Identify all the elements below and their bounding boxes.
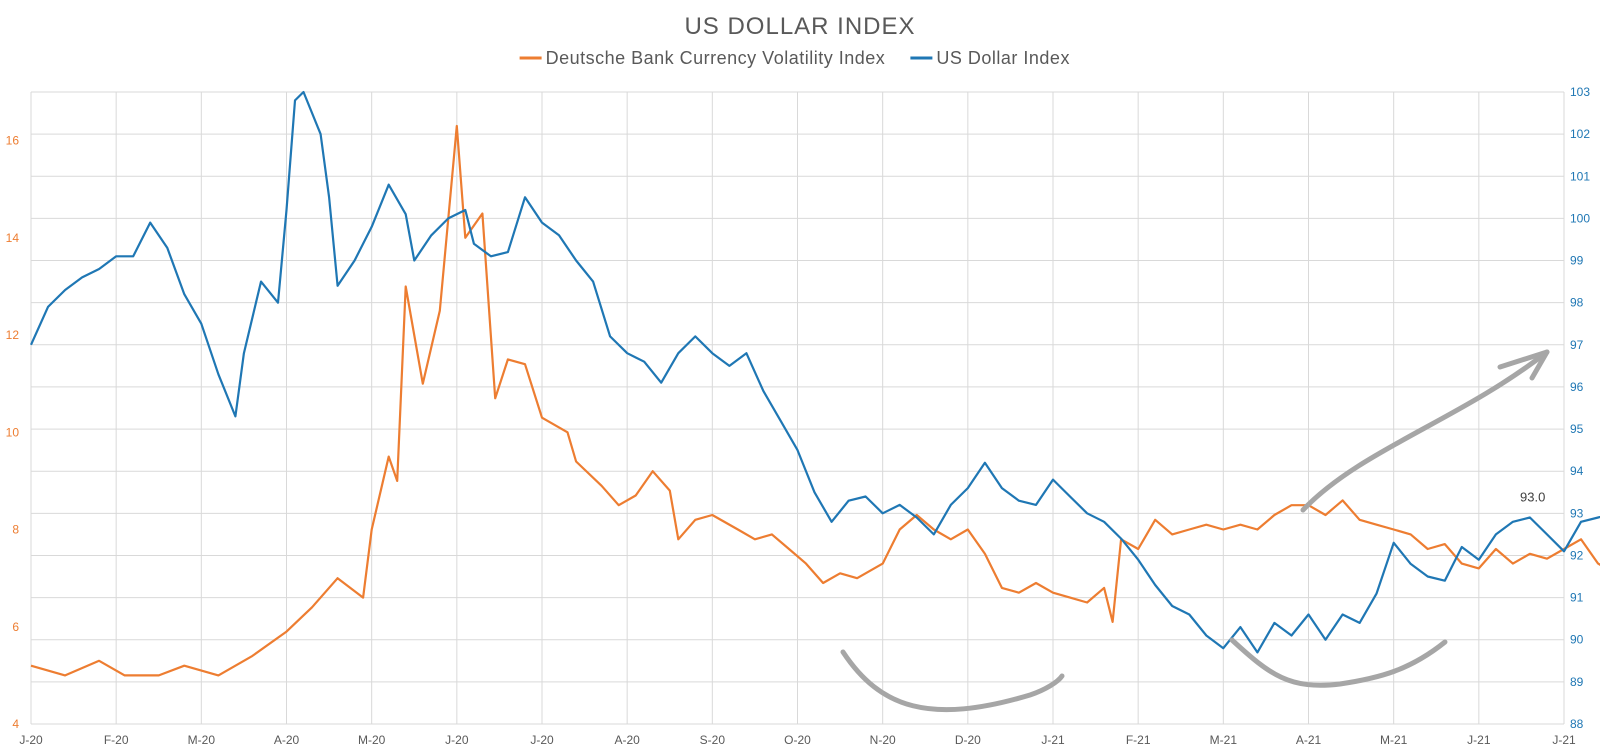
y-right-tick-label: 91 — [1570, 591, 1584, 605]
x-tick-label: A-20 — [614, 733, 640, 747]
x-tick-label: F-20 — [104, 733, 129, 747]
x-tick-label: J-21 — [1552, 733, 1576, 747]
legend-label: Deutsche Bank Currency Volatility Index — [546, 48, 886, 68]
series-line-us-dollar-index — [29, 90, 1600, 654]
annotation-curve-left — [840, 649, 1065, 713]
legend: Deutsche Bank Currency Volatility Index U… — [519, 48, 1070, 68]
annotations — [840, 349, 1550, 713]
y-right-tick-label: 102 — [1570, 127, 1590, 141]
y-right-tick-label: 94 — [1570, 464, 1584, 478]
x-tick-label: J-21 — [1467, 733, 1491, 747]
x-tick-label: J-20 — [530, 733, 554, 747]
y-right-tick-label: 93 — [1570, 506, 1584, 520]
x-tick-label: D-20 — [955, 733, 981, 747]
y-right-tick-label: 101 — [1570, 169, 1590, 183]
y-left-tick-label: 14 — [6, 231, 20, 245]
y-right-tick-label: 96 — [1570, 380, 1584, 394]
y-right-tick-label: 89 — [1570, 675, 1584, 689]
y-right-tick-label: 90 — [1570, 633, 1584, 647]
x-tick-label: M-20 — [188, 733, 216, 747]
annotation-arrow-shaft — [1300, 349, 1550, 513]
y-left-tick-label: 12 — [6, 328, 20, 342]
series-group — [29, 90, 1600, 677]
axes: 4 6 8 10 12 14 16 88 89 90 91 92 93 94 95 96 97 98 99 100 10… — [6, 85, 1591, 747]
y-right-tick-label: 97 — [1570, 338, 1584, 352]
y-right-tick-label: 98 — [1570, 296, 1584, 310]
y-right-tick-label: 99 — [1570, 254, 1584, 268]
y-left-tick-label: 6 — [12, 620, 19, 634]
x-tick-label: S-20 — [700, 733, 726, 747]
y-left-tick-label: 4 — [12, 717, 19, 731]
x-tick-label: J-20 — [19, 733, 43, 747]
y-right-tick-label: 95 — [1570, 422, 1584, 436]
y-left-tick-label: 16 — [6, 134, 20, 148]
y-left-tick-label: 10 — [6, 425, 20, 439]
y-right-tick-label: 92 — [1570, 548, 1584, 562]
y-right-tick-label: 100 — [1570, 211, 1590, 225]
x-tick-label: A-21 — [1296, 733, 1322, 747]
y-right-tick-label: 88 — [1570, 717, 1584, 731]
grid — [30, 91, 1565, 725]
x-tick-label: M-21 — [1380, 733, 1408, 747]
y-left-tick-label: 8 — [12, 523, 19, 537]
end-value-label: 93.0 — [1520, 489, 1545, 504]
x-tick-label: F-21 — [1126, 733, 1151, 747]
annotation-curve-right — [1229, 637, 1448, 688]
x-tick-label: A-20 — [274, 733, 300, 747]
annotation-arrow-head — [1497, 349, 1550, 381]
x-tick-label: O-20 — [784, 733, 811, 747]
legend-label: US Dollar Index — [936, 48, 1070, 68]
y-right-tick-label: 103 — [1570, 85, 1590, 99]
chart-title: US DOLLAR INDEX — [684, 13, 915, 40]
x-tick-label: N-20 — [870, 733, 896, 747]
x-tick-label: M-20 — [358, 733, 386, 747]
x-tick-label: J-20 — [445, 733, 469, 747]
x-tick-label: J-21 — [1041, 733, 1065, 747]
x-tick-label: M-21 — [1210, 733, 1238, 747]
series-line-deutsche-bank-cvi — [30, 124, 1600, 677]
